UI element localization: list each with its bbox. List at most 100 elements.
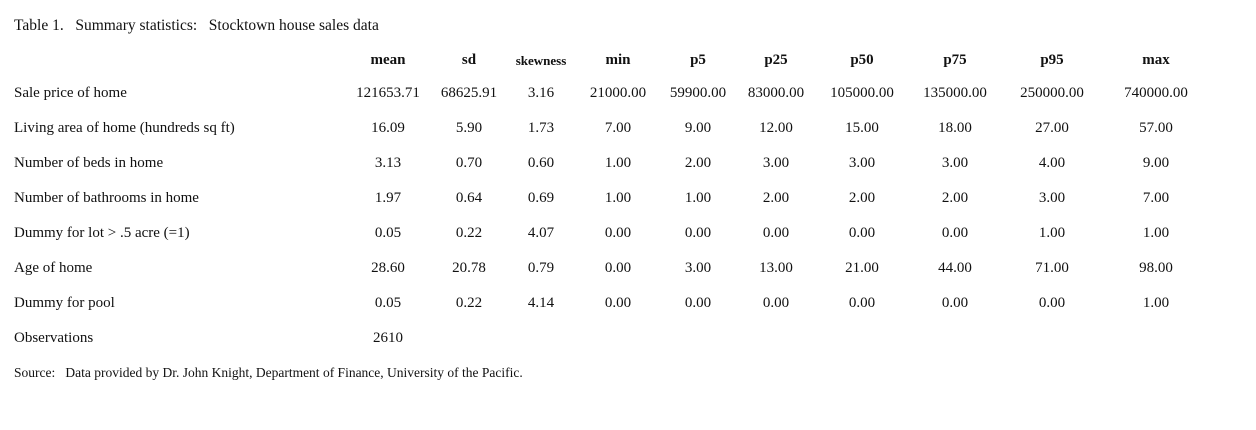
row-label-header: [14, 48, 344, 76]
cell-value: 3.00: [1038, 190, 1066, 206]
cell-value: 2610: [373, 330, 403, 346]
row-label: Age of home: [14, 260, 93, 276]
cell-value: 2.00: [684, 155, 712, 171]
table-head-row: mean sd skewness min p5 p25 p50 p75 p95 max: [14, 48, 1210, 76]
row-label: Sale price of home: [14, 85, 127, 101]
column-header-max: max: [1142, 52, 1170, 68]
cell-value: 0.00: [848, 295, 876, 311]
cell-value: 15.00: [845, 120, 879, 136]
cell-value: 3.00: [762, 155, 790, 171]
cell-value: 2.00: [762, 190, 790, 206]
cell-value: 7.00: [604, 120, 632, 136]
cell-value: 13.00: [759, 260, 793, 276]
cell-value: 12.00: [759, 120, 793, 136]
cell-value: 0.05: [374, 295, 402, 311]
column-header-mean: mean: [370, 52, 406, 68]
cell-value: 1.00: [1142, 295, 1170, 311]
cell-value: 0.00: [941, 295, 969, 311]
cell-value: 0.79: [527, 260, 555, 276]
row-label: Number of bathrooms in home: [14, 190, 199, 206]
cell-value: 0.69: [527, 190, 555, 206]
cell-value: 250000.00: [1020, 85, 1084, 101]
cell-value: 1.00: [1142, 225, 1170, 241]
column-header-skewness: skewness: [515, 53, 567, 68]
cell-value: 3.13: [374, 155, 402, 171]
cell-value: 0.00: [684, 225, 712, 241]
cell-value: 0.00: [604, 225, 632, 241]
cell-value: 1.00: [1038, 225, 1066, 241]
table-row: Observations 2610: [14, 321, 1210, 356]
cell-value: 0.64: [455, 190, 483, 206]
cell-value: 135000.00: [923, 85, 987, 101]
table-row: Sale price of home 121653.71 68625.91 3.16 2…: [14, 76, 1210, 111]
cell-value: 20.78: [452, 260, 486, 276]
cell-value: 2.00: [941, 190, 969, 206]
cell-value: 9.00: [684, 120, 712, 136]
cell-value: 21000.00: [589, 85, 647, 101]
cell-value: 16.09: [371, 120, 405, 136]
cell-value: 57.00: [1139, 120, 1173, 136]
cell-value: 0.22: [455, 295, 483, 311]
column-header-p25: p25: [764, 52, 788, 68]
cell-value: 7.00: [1142, 190, 1170, 206]
column-header-p95: p95: [1040, 52, 1064, 68]
cell-value: 0.00: [684, 295, 712, 311]
cell-value: 98.00: [1139, 260, 1173, 276]
table-row: Living area of home (hundreds sq ft) 16.0…: [14, 111, 1210, 146]
cell-value: 740000.00: [1124, 85, 1188, 101]
summary-statistics-table: mean sd skewness min p5 p25 p50 p75 p95 max Sale …: [14, 48, 1210, 356]
row-label: Living area of home (hundreds sq ft): [14, 120, 235, 136]
row-label: Number of beds in home: [14, 155, 164, 171]
table-row: Dummy for lot > .5 acre (=1) 0.05 0.22 4.07…: [14, 216, 1210, 251]
cell-value: 59900.00: [669, 85, 727, 101]
table-row: Dummy for pool 0.05 0.22 4.14 0.00 0.00 0.00 0.…: [14, 286, 1210, 321]
cell-value: 9.00: [1142, 155, 1170, 171]
cell-value: 4.07: [527, 225, 555, 241]
cell-value: 1.00: [684, 190, 712, 206]
cell-value: 5.90: [455, 120, 483, 136]
cell-value: 3.00: [684, 260, 712, 276]
cell-value: 27.00: [1035, 120, 1069, 136]
cell-value: 71.00: [1035, 260, 1069, 276]
table-body: Sale price of home 121653.71 68625.91 3.16 2…: [14, 76, 1210, 356]
cell-value: 1.73: [527, 120, 555, 136]
cell-value: 121653.71: [356, 85, 420, 101]
table-caption: Table 1. Summary statistics: Stocktown h…: [14, 17, 379, 34]
cell-value: 0.00: [604, 295, 632, 311]
cell-value: 0.22: [455, 225, 483, 241]
table-row: Age of home 28.60 20.78 0.79 0.00 3.00 13.00 21…: [14, 251, 1210, 286]
cell-value: 0.00: [848, 225, 876, 241]
cell-value: 44.00: [938, 260, 972, 276]
cell-value: 68625.91: [440, 85, 498, 101]
cell-value: 3.16: [527, 85, 555, 101]
cell-value: 0.00: [762, 225, 790, 241]
cell-value: 4.00: [1038, 155, 1066, 171]
column-header-min: min: [605, 52, 631, 68]
cell-value: 3.00: [941, 155, 969, 171]
cell-value: 83000.00: [747, 85, 805, 101]
column-header-sd: sd: [461, 52, 477, 68]
source-note: Source: Data provided by Dr. John Knight…: [14, 365, 523, 380]
column-header-p5: p5: [690, 52, 706, 68]
cell-value: 0.00: [604, 260, 632, 276]
cell-value: 3.00: [848, 155, 876, 171]
cell-value: 18.00: [938, 120, 972, 136]
row-label: Observations: [14, 330, 94, 346]
row-label: Dummy for lot > .5 acre (=1): [14, 225, 190, 241]
cell-value: 105000.00: [830, 85, 894, 101]
cell-value: 1.00: [604, 190, 632, 206]
cell-value: 0.00: [1038, 295, 1066, 311]
cell-value: 4.14: [527, 295, 555, 311]
cell-value: 21.00: [845, 260, 879, 276]
table-row: Number of beds in home 3.13 0.70 0.60 1.00 2.…: [14, 146, 1210, 181]
cell-value: 1.97: [374, 190, 402, 206]
column-header-p75: p75: [943, 52, 967, 68]
cell-value: 1.00: [604, 155, 632, 171]
column-header-p50: p50: [850, 52, 874, 68]
cell-value: 0.05: [374, 225, 402, 241]
cell-value: 0.00: [762, 295, 790, 311]
row-label: Dummy for pool: [14, 295, 115, 311]
cell-value: 0.70: [455, 155, 483, 171]
table-row: Number of bathrooms in home 1.97 0.64 0.69 1…: [14, 181, 1210, 216]
